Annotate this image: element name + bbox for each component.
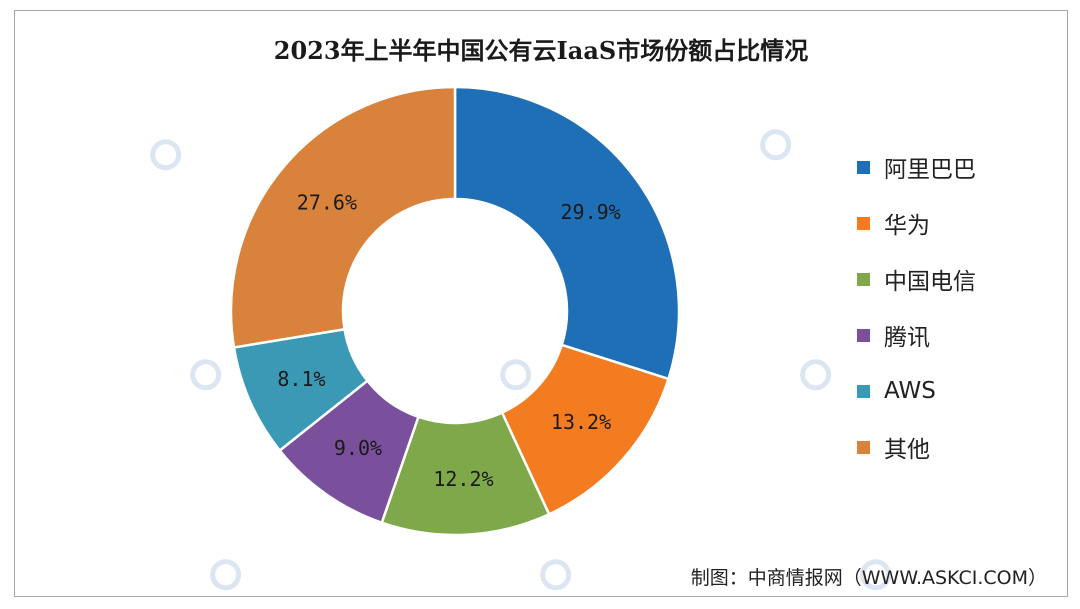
donut-chart: 29.9% 13.2% 12.2% 9.0% 8.1% 27.6% xyxy=(229,85,681,537)
data-label-2: 13.2% xyxy=(551,410,611,434)
legend-item-3: 中国电信 xyxy=(857,251,976,307)
data-label-4: 9.0% xyxy=(334,436,382,460)
legend-item-2: 华为 xyxy=(857,195,976,251)
legend-swatch xyxy=(857,384,870,398)
legend-item-6: 其他 xyxy=(857,419,976,475)
legend-label: 华为 xyxy=(884,213,930,239)
legend-swatch xyxy=(857,160,870,174)
legend-item-5: AWS xyxy=(857,363,976,419)
data-label-1: 29.9% xyxy=(560,200,620,224)
source-note: 制图：中商情报网（WWW.ASKCI.COM） xyxy=(690,567,1047,589)
legend-label: 中国电信 xyxy=(884,269,976,295)
chart-frame: 2023年上半年中国公有云IaaS市场份额占比情况 29.9% 13.2% 12.2… xyxy=(14,10,1068,597)
legend-swatch xyxy=(857,272,870,286)
legend-swatch xyxy=(857,328,870,342)
legend-label: 腾讯 xyxy=(884,325,930,351)
legend-item-1: 阿里巴巴 xyxy=(857,139,976,195)
legend: 阿里巴巴华为中国电信腾讯 AWS 其他 xyxy=(857,139,976,475)
data-label-3: 12.2% xyxy=(433,467,493,491)
slice-1 xyxy=(453,85,681,381)
slice-6 xyxy=(229,85,457,349)
legend-label: 其他 xyxy=(884,437,930,463)
legend-label: AWS xyxy=(884,378,936,404)
data-label-6: 27.6% xyxy=(297,190,357,214)
chart-title: 2023年上半年中国公有云IaaS市场份额占比情况 xyxy=(273,36,809,65)
legend-swatch xyxy=(857,440,870,454)
data-label-5: 8.1% xyxy=(277,367,325,391)
legend-label: 阿里巴巴 xyxy=(884,157,976,183)
legend-swatch xyxy=(857,216,870,230)
legend-item-4: 腾讯 xyxy=(857,307,976,363)
